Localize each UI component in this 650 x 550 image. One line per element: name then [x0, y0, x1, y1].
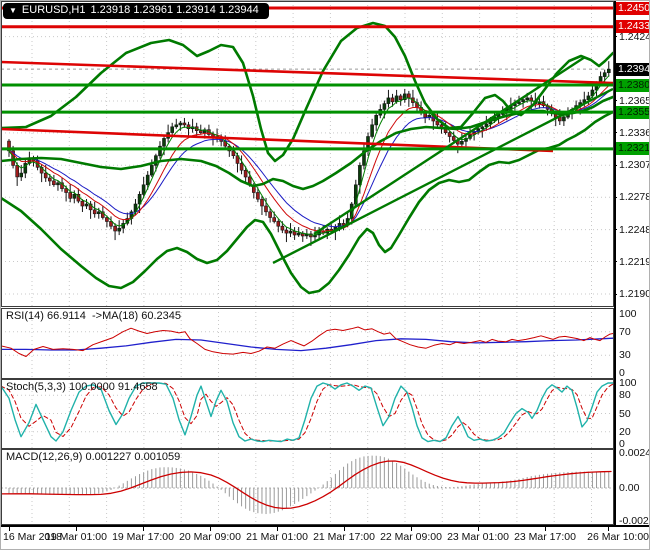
rsi-scale-label: 100 — [619, 308, 637, 320]
price-level-tag: 1.23553 — [616, 105, 649, 119]
price-level-tag: 1.24500 — [616, 1, 649, 15]
stoch-scale-label: 0 — [619, 438, 625, 450]
time-axis-label: 16 Mar 2018 — [3, 531, 62, 543]
stoch-scale-label: 80 — [619, 389, 631, 402]
time-axis-tick — [478, 527, 479, 531]
price-axis-label: 1.22780 — [619, 191, 649, 204]
time-axis-label: 21 Mar 01:00 — [246, 531, 308, 543]
price-level-tag: 1.24330 — [616, 20, 649, 34]
time-axis-tick — [545, 527, 546, 531]
dropdown-triangle-icon: ▼ — [9, 5, 17, 15]
time-axis-tick — [344, 527, 345, 531]
rsi-scale-label: 30 — [619, 349, 631, 362]
time-axis-label: 19 Mar 01:00 — [45, 531, 107, 543]
macd-indicator-panel[interactable] — [1, 449, 614, 525]
chart-ohlc-values: 1.23918 1.23961 1.23914 1.23944 — [90, 4, 259, 16]
time-axis-tick — [9, 527, 10, 531]
price-axis-tick — [614, 100, 617, 102]
price-axis-tick — [614, 293, 617, 295]
price-level-tag: 1.23800 — [616, 78, 649, 92]
stoch-scale-label: 50 — [619, 407, 631, 420]
time-axis-tick — [143, 527, 144, 531]
rsi-label: RSI(14) 66.9114 ->MA(18) 60.2345 — [6, 310, 181, 322]
price-axis-label: 1.22485 — [619, 223, 649, 236]
time-axis-label: 20 Mar 09:00 — [179, 531, 241, 543]
price-axis-label: 1.22195 — [619, 255, 649, 268]
time-axis-label: 21 Mar 17:00 — [313, 531, 375, 543]
time-axis-tick — [76, 527, 77, 531]
rsi-indicator-panel[interactable] — [1, 308, 614, 379]
chart-symbol-pill[interactable]: ▼ EURUSD,H1 1.23918 1.23961 1.23914 1.23… — [3, 3, 269, 19]
stochastic-label: Stoch(5,3,3) 100.0000 91.4658 — [6, 381, 158, 393]
stoch-scale-label: 20 — [619, 425, 631, 438]
macd-label: MACD(12,26,9) 0.001227 0.001059 — [6, 451, 181, 463]
price-axis-tick — [614, 261, 617, 263]
time-axis-tick — [210, 527, 211, 531]
price-axis-tick — [614, 36, 617, 38]
time-axis-label: 26 Mar 10:00 — [587, 531, 649, 543]
rsi-scale-label: 0 — [619, 367, 625, 379]
price-axis-label: 1.23070 — [619, 159, 649, 172]
stoch-scale-label: 100 — [619, 377, 637, 389]
rsi-scale-label: 70 — [619, 325, 631, 338]
time-axis-tick — [608, 527, 609, 531]
price-axis-tick — [614, 196, 617, 198]
time-axis-label: 19 Mar 17:00 — [112, 531, 174, 543]
time-axis-label: 23 Mar 01:00 — [447, 531, 509, 543]
price-axis[interactable]: 1.24240 1.23655 1.23365 1.23070 1.22780 1.224… — [614, 1, 650, 527]
time-axis-label: 23 Mar 17:00 — [514, 531, 576, 543]
macd-scale-label: -0.00232 — [619, 514, 649, 527]
time-axis[interactable]: 16 Mar 2018 19 Mar 01:00 19 Mar 17:00 20 Ma… — [1, 525, 649, 549]
price-level-tag: 1.23944 — [616, 62, 649, 76]
price-axis-tick — [614, 132, 617, 134]
main-price-chart[interactable] — [1, 1, 614, 307]
time-axis-tick — [411, 527, 412, 531]
price-axis-tick — [614, 229, 617, 231]
price-axis-tick — [614, 164, 617, 166]
time-axis-tick — [277, 527, 278, 531]
price-axis-label: 1.23365 — [619, 126, 649, 139]
price-axis-label: 1.21900 — [619, 288, 649, 300]
price-axis-label: 1.24240 — [619, 30, 649, 43]
chart-symbol-label: EURUSD,H1 — [21, 4, 86, 16]
stochastic-indicator-panel[interactable] — [1, 379, 614, 449]
price-level-tag: 1.23219 — [616, 142, 649, 156]
macd-scale-label: 0.00 — [619, 482, 640, 494]
time-axis-label: 22 Mar 09:00 — [380, 531, 442, 543]
macd-scale-label: 0.002481 — [619, 447, 650, 460]
price-axis-label: 1.23655 — [619, 94, 649, 107]
